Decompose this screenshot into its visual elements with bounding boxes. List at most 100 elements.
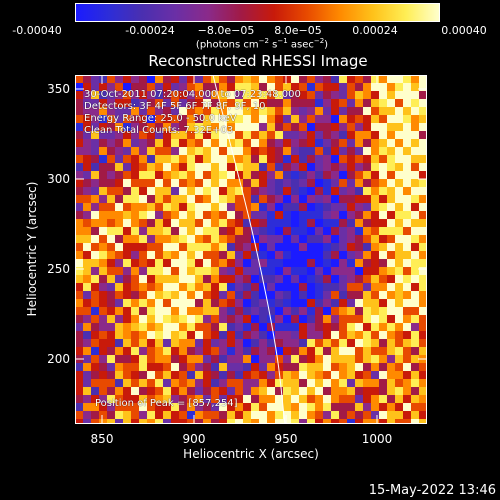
image-pixel [291,211,300,220]
image-pixel [339,419,348,424]
image-pixel [203,219,212,228]
image-pixel [243,243,252,252]
image-pixel [195,155,204,164]
image-pixel [115,99,124,108]
image-pixel [379,163,388,172]
image-pixel [83,379,92,388]
image-pixel [91,235,100,244]
image-pixel [259,83,268,92]
image-pixel [235,147,244,156]
image-pixel [123,227,132,236]
image-pixel [211,291,220,300]
image-pixel [275,139,284,148]
image-pixel [291,355,300,364]
image-pixel [243,387,252,396]
image-pixel [179,195,188,204]
image-pixel [83,299,92,308]
image-pixel [259,371,268,380]
image-pixel [91,179,100,188]
image-pixel [243,259,252,268]
image-pixel [75,243,84,252]
image-pixel [219,235,228,244]
image-pixel [155,227,164,236]
image-pixel [219,387,228,396]
image-pixel [355,403,364,412]
image-pixel [355,203,364,212]
image-pixel [107,347,116,356]
image-pixel [227,115,236,124]
image-pixel [299,115,308,124]
image-pixel [131,131,140,140]
image-pixel [411,387,420,396]
image-pixel [307,363,316,372]
image-pixel [363,411,372,420]
image-pixel [283,179,292,188]
image-pixel [403,259,412,268]
image-pixel [331,83,340,92]
image-pixel [83,251,92,260]
image-pixel [131,123,140,132]
image-pixel [91,251,100,260]
image-pixel [107,179,116,188]
image-pixel [363,131,372,140]
image-pixel [219,339,228,348]
image-pixel [355,339,364,348]
image-pixel [179,379,188,388]
image-pixel [283,251,292,260]
image-pixel [339,355,348,364]
image-pixel [243,339,252,348]
image-pixel [371,235,380,244]
image-pixel [75,75,84,84]
image-pixel [251,171,260,180]
image-pixel [395,187,404,196]
image-pixel [387,235,396,244]
image-pixel [155,355,164,364]
image-pixel [155,171,164,180]
image-pixel [283,211,292,220]
image-pixel [163,99,172,108]
image-pixel [267,187,276,196]
image-pixel [227,331,236,340]
image-pixel [379,283,388,292]
image-pixel [379,363,388,372]
image-pixel [163,171,172,180]
image-pixel [275,331,284,340]
image-pixel [147,227,156,236]
image-pixel [187,355,196,364]
image-pixel [195,195,204,204]
image-pixel [219,315,228,324]
image-pixel [91,99,100,108]
image-pixel [363,91,372,100]
image-pixel [411,235,420,244]
image-pixel [115,147,124,156]
image-pixel [179,387,188,396]
image-pixel [275,355,284,364]
image-pixel [299,131,308,140]
image-pixel [331,379,340,388]
image-pixel [299,339,308,348]
image-pixel [91,211,100,220]
image-pixel [171,283,180,292]
image-pixel [91,299,100,308]
image-pixel [363,235,372,244]
image-pixel [219,131,228,140]
image-pixel [83,139,92,148]
image-pixel [91,331,100,340]
image-pixel [259,267,268,276]
image-pixel [83,171,92,180]
image-pixel [419,379,427,388]
image-pixel [91,187,100,196]
image-pixel [235,131,244,140]
image-pixel [387,195,396,204]
image-pixel [171,411,180,420]
image-pixel [267,243,276,252]
image-pixel [163,131,172,140]
image-pixel [195,283,204,292]
image-pixel [307,395,316,404]
image-pixel [331,323,340,332]
image-pixel [243,203,252,212]
image-pixel [243,267,252,276]
image-pixel [363,355,372,364]
image-pixel [251,363,260,372]
image-pixel [147,331,156,340]
